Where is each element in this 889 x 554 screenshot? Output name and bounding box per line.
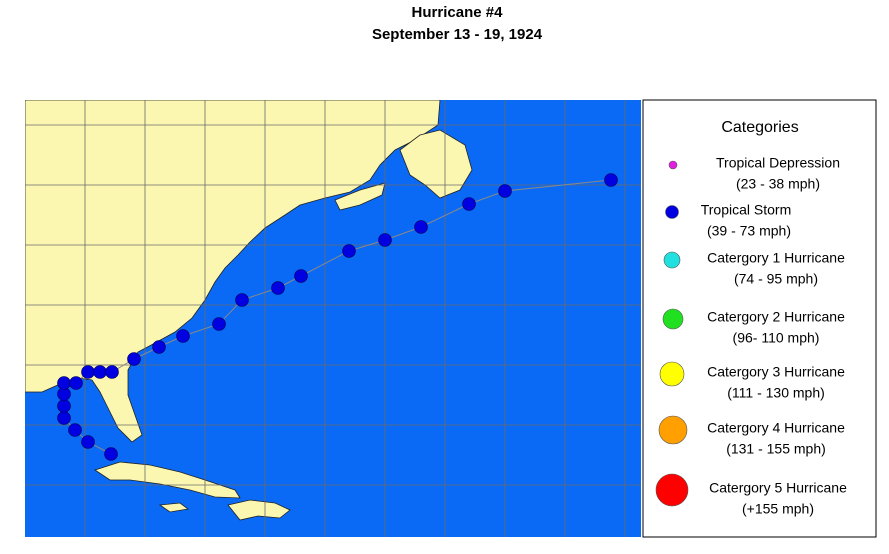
legend-symbol xyxy=(655,473,689,507)
legend-symbol xyxy=(668,160,678,170)
cuba xyxy=(94,461,241,499)
legend-range: (131 - 155 mph) xyxy=(726,441,826,457)
track-point xyxy=(57,411,71,425)
track-point xyxy=(152,340,166,354)
legend-symbol xyxy=(665,205,679,219)
track-point xyxy=(342,244,356,258)
track-point xyxy=(57,376,71,390)
track-point xyxy=(104,447,118,461)
track-point xyxy=(176,329,190,343)
legend-label: Tropical Depression xyxy=(716,155,840,171)
legend-symbol xyxy=(658,415,688,445)
newfoundland xyxy=(399,129,473,199)
track-point xyxy=(271,281,285,295)
legend-range: (74 - 95 mph) xyxy=(734,271,818,287)
track-point xyxy=(105,365,119,379)
track-point xyxy=(93,365,107,379)
legend-symbol xyxy=(662,308,684,330)
legend-range: (96- 110 mph) xyxy=(733,330,820,346)
title: Hurricane #4 xyxy=(412,4,504,21)
legend-range: (23 - 38 mph) xyxy=(736,176,820,192)
track-point xyxy=(414,220,428,234)
legend-symbol xyxy=(659,361,685,387)
jamaica xyxy=(158,502,189,513)
track-point xyxy=(81,435,95,449)
track-point xyxy=(235,293,249,307)
legend-range: (+155 mph) xyxy=(742,501,814,517)
track-point xyxy=(69,376,83,390)
track-point xyxy=(68,423,82,437)
map xyxy=(25,100,641,537)
track-point xyxy=(294,269,308,283)
legend-label: Catergory 4 Hurricane xyxy=(707,420,845,436)
legend-range: (111 - 130 mph) xyxy=(727,385,825,401)
subtitle: September 13 - 19, 1924 xyxy=(372,26,543,43)
nova-scotia xyxy=(334,182,386,211)
graticule xyxy=(25,100,641,537)
legend-symbol xyxy=(663,251,681,269)
legend-title: Categories xyxy=(721,119,798,136)
track-point xyxy=(57,399,71,413)
legend-label: Catergory 2 Hurricane xyxy=(707,309,845,325)
track-point xyxy=(81,365,95,379)
legend-label: Catergory 5 Hurricane xyxy=(709,480,847,496)
legend-label: Catergory 3 Hurricane xyxy=(707,364,845,380)
track-point xyxy=(498,184,512,198)
legend-label: Catergory 1 Hurricane xyxy=(707,250,845,266)
track-point xyxy=(604,173,618,187)
legend-range: (39 - 73 mph) xyxy=(707,223,791,239)
hispaniola xyxy=(227,499,291,521)
legend-label: Tropical Storm xyxy=(701,202,792,218)
track-point xyxy=(378,233,392,247)
track-point xyxy=(462,197,476,211)
track-point xyxy=(212,317,226,331)
track-point xyxy=(127,352,141,366)
